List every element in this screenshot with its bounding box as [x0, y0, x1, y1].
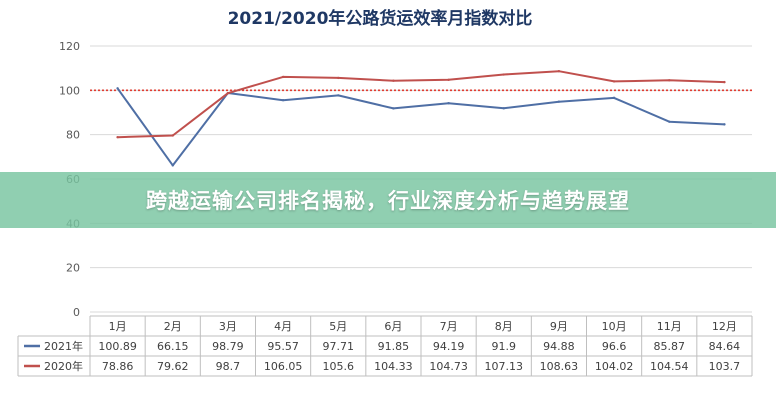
data-point	[557, 70, 561, 73]
data-label: 79.62	[157, 360, 189, 373]
data-label: 78.86	[102, 360, 134, 373]
data-point	[116, 87, 119, 90]
headline-text: 跨越运输公司排名揭秘，行业深度分析与趋势展望	[146, 189, 630, 213]
data-label: 94.19	[433, 340, 465, 353]
data-point	[502, 73, 505, 76]
data-label: 104.54	[650, 360, 689, 373]
data-point	[723, 80, 726, 84]
x-category-label: 6月	[384, 320, 402, 333]
data-point	[337, 94, 340, 97]
data-point	[337, 76, 340, 80]
y-tick-label: 80	[66, 129, 80, 142]
data-label: 104.02	[595, 360, 634, 373]
data-label: 91.9	[492, 340, 517, 353]
y-tick-label: 20	[66, 262, 80, 275]
data-label: 97.71	[323, 340, 355, 353]
data-point	[502, 107, 505, 110]
data-label: 66.15	[157, 340, 189, 353]
x-category-label: 9月	[550, 320, 568, 333]
data-point	[612, 80, 616, 83]
data-point	[557, 100, 561, 103]
data-label: 100.89	[98, 340, 137, 353]
x-category-label: 11月	[657, 320, 682, 333]
data-point	[668, 120, 671, 123]
data-point	[281, 98, 285, 102]
data-point	[281, 75, 285, 79]
data-point	[612, 96, 616, 100]
data-label: 94.88	[543, 340, 575, 353]
data-point	[116, 135, 119, 139]
data-point	[171, 134, 174, 137]
data-label: 108.63	[540, 360, 579, 373]
headline-banner: 跨越运输公司排名揭秘，行业深度分析与趋势展望	[0, 172, 776, 228]
data-label: 98.79	[212, 340, 244, 353]
data-point	[392, 107, 395, 110]
legend-label: 2021年	[44, 339, 83, 353]
legend-label: 2020年	[44, 359, 83, 373]
x-category-label: 4月	[274, 320, 292, 333]
x-category-label: 8月	[495, 320, 513, 333]
x-category-label: 10月	[602, 320, 627, 333]
data-label: 84.64	[709, 340, 741, 353]
data-label: 107.13	[485, 360, 524, 373]
x-category-label: 12月	[712, 320, 737, 333]
data-label: 104.73	[429, 360, 468, 373]
y-tick-label: 120	[59, 40, 80, 53]
data-label: 91.85	[378, 340, 410, 353]
data-label: 105.6	[323, 360, 355, 373]
data-label: 98.7	[216, 360, 241, 373]
y-tick-label: 0	[73, 306, 80, 319]
data-point	[723, 123, 726, 126]
data-label: 95.57	[267, 340, 299, 353]
x-category-label: 7月	[440, 320, 458, 333]
x-category-label: 3月	[219, 320, 237, 333]
x-category-label: 5月	[329, 320, 347, 333]
x-category-label: 1月	[109, 320, 127, 333]
series-line-2021	[116, 87, 725, 167]
data-point	[392, 79, 395, 82]
data-label: 106.05	[264, 360, 303, 373]
data-label: 103.7	[709, 360, 741, 373]
data-label: 104.33	[374, 360, 413, 373]
data-label: 96.6	[602, 340, 627, 353]
y-tick-label: 100	[59, 84, 80, 97]
data-point	[171, 164, 174, 167]
x-category-label: 2月	[164, 320, 182, 333]
data-point	[668, 79, 671, 82]
series-lines	[116, 70, 726, 167]
data-table: 1月 2月 3月 4月 5月 6月 7月 8月 9月 10月 11月 12月 2021年 100.89 66…	[17, 315, 753, 377]
data-label: 85.87	[654, 340, 686, 353]
series-line-2020	[117, 70, 725, 139]
chart-title: 2021/2020年公路货运效率月指数对比	[228, 8, 533, 29]
data-point	[447, 78, 450, 82]
data-point	[447, 102, 450, 105]
data-point	[226, 92, 230, 95]
